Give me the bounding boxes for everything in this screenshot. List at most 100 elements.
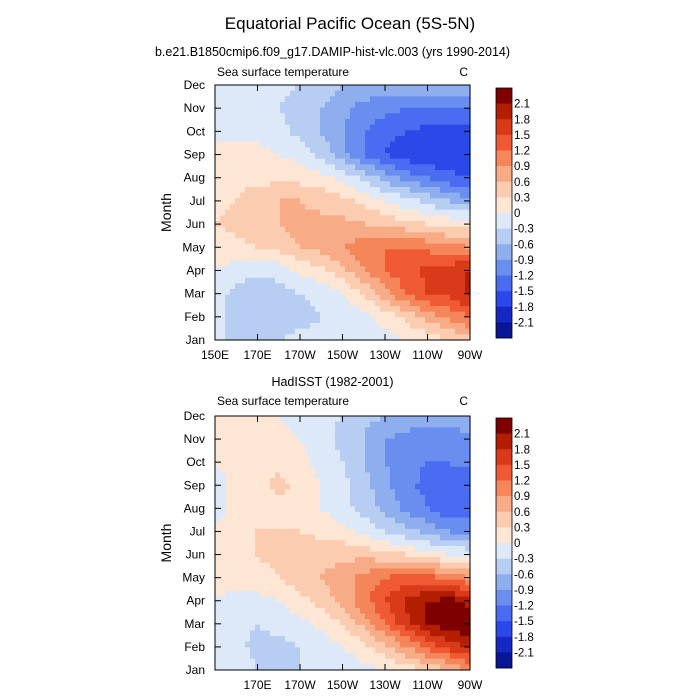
heatmap-cell <box>260 181 266 188</box>
heatmap-cell <box>245 107 251 114</box>
heatmap-cell <box>425 192 431 199</box>
heatmap-cell <box>350 289 356 296</box>
heatmap-cell <box>345 489 351 496</box>
heatmap-cell <box>420 636 426 643</box>
heatmap-cell <box>310 540 316 547</box>
heatmap-cell <box>385 432 391 440</box>
heatmap-cell <box>255 658 261 665</box>
heatmap-cell <box>415 181 421 188</box>
heatmap-cell <box>450 107 456 114</box>
heatmap-cell <box>440 438 446 445</box>
y-tick-label: Apr <box>186 594 205 608</box>
heatmap-cell <box>375 209 381 216</box>
heatmap-cell <box>290 187 296 194</box>
heatmap-cell <box>450 147 456 154</box>
colorbar-label: 2.1 <box>514 99 530 111</box>
heatmap-cell <box>410 495 416 502</box>
heatmap-cell <box>415 636 421 643</box>
heatmap-cell <box>335 119 341 126</box>
heatmap-cell <box>395 624 401 632</box>
heatmap-cell <box>305 466 311 474</box>
heatmap-cell <box>380 249 386 256</box>
heatmap-cell <box>335 317 341 324</box>
heatmap-cell <box>215 96 221 103</box>
heatmap-cell <box>395 619 401 626</box>
heatmap-cell <box>450 421 456 428</box>
heatmap-cell <box>275 421 281 428</box>
heatmap-cell <box>390 455 396 462</box>
heatmap-cell <box>350 472 356 479</box>
heatmap-cell <box>440 107 446 114</box>
heatmap-cell <box>405 574 411 581</box>
heatmap-cell <box>370 449 376 457</box>
heatmap-cell <box>225 517 231 524</box>
heatmap-cell <box>230 590 236 598</box>
heatmap-cell <box>260 517 266 524</box>
heatmap-cell <box>245 232 251 239</box>
heatmap-cell <box>400 613 406 620</box>
heatmap-cell <box>375 226 381 233</box>
heatmap-cell <box>300 289 306 296</box>
heatmap-cell <box>395 221 401 228</box>
heatmap-cell <box>260 130 266 137</box>
heatmap-cell <box>435 619 441 626</box>
heatmap-cell <box>405 147 411 154</box>
heatmap-cell <box>220 517 226 524</box>
heatmap-cell <box>250 528 256 536</box>
heatmap-cell <box>400 658 406 665</box>
heatmap-cell <box>385 528 391 536</box>
heatmap-cell <box>370 461 376 468</box>
heatmap-cell <box>230 153 236 160</box>
heatmap-cell <box>365 113 371 120</box>
heatmap-cell <box>235 300 241 307</box>
heatmap-cell <box>295 461 301 468</box>
heatmap-cell <box>380 607 386 615</box>
heatmap-cell <box>455 489 461 496</box>
heatmap-cell <box>270 221 276 228</box>
heatmap-cell <box>370 158 376 165</box>
heatmap-cell <box>220 96 226 103</box>
heatmap-cell <box>255 619 261 626</box>
heatmap-cell <box>255 249 261 256</box>
heatmap-cell <box>255 574 261 581</box>
heatmap-cell <box>250 596 256 603</box>
heatmap-cell <box>330 664 336 671</box>
heatmap-cell <box>415 277 421 284</box>
heatmap-cell <box>275 653 281 660</box>
heatmap-cell <box>250 500 256 507</box>
heatmap-cell <box>360 585 366 592</box>
heatmap-cell <box>235 472 241 479</box>
heatmap-cell <box>425 596 431 603</box>
heatmap-cell <box>320 664 326 671</box>
heatmap-cell <box>275 255 281 262</box>
heatmap-cell <box>305 602 311 609</box>
heatmap-cell <box>415 107 421 114</box>
heatmap-cell <box>450 478 456 485</box>
heatmap-cell <box>435 444 441 451</box>
heatmap-cell <box>315 421 321 428</box>
heatmap-cell <box>325 658 331 665</box>
heatmap-cell <box>330 102 336 109</box>
heatmap-cell <box>255 243 261 250</box>
heatmap-cell <box>280 500 286 507</box>
heatmap-cell <box>245 238 251 245</box>
heatmap-cell <box>275 432 281 440</box>
heatmap-cell <box>270 511 276 519</box>
heatmap-cell <box>265 153 271 160</box>
heatmap-cell <box>440 85 446 92</box>
heatmap-cell <box>325 311 331 318</box>
heatmap-cell <box>245 641 251 649</box>
heatmap-cell <box>425 306 431 313</box>
heatmap-cell <box>240 226 246 233</box>
heatmap-cell <box>435 323 441 330</box>
heatmap-cell <box>295 164 301 171</box>
heatmap-cell <box>440 334 446 341</box>
heatmap-cell <box>370 607 376 615</box>
heatmap-cell <box>280 136 286 143</box>
heatmap-cell <box>355 545 361 553</box>
heatmap-cell <box>345 495 351 502</box>
variable-label: Sea surface temperature <box>217 65 349 79</box>
heatmap-cell <box>245 630 251 637</box>
heatmap-cell <box>440 579 446 586</box>
heatmap-cell <box>400 249 406 256</box>
